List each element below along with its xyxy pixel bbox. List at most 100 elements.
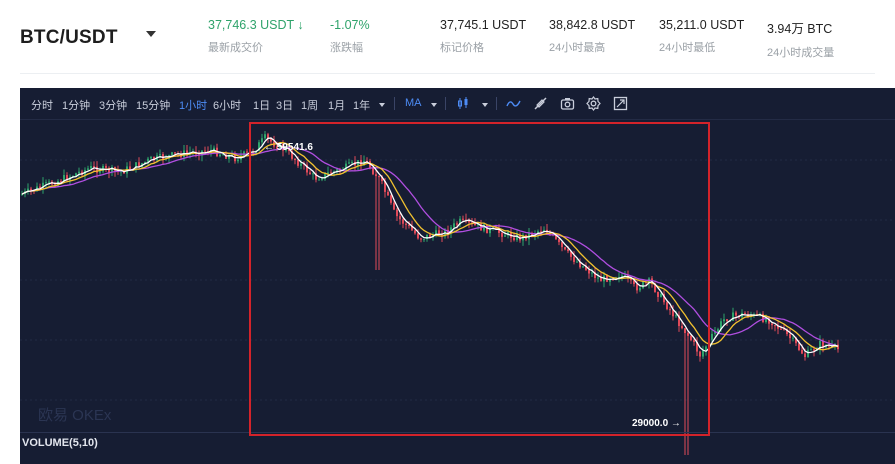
candle-body	[618, 277, 620, 279]
candle-body	[144, 161, 146, 164]
settings-gear-icon[interactable]	[586, 96, 601, 111]
low-value: 35,211.0 USDT	[659, 18, 745, 32]
candle-body	[678, 315, 680, 327]
interval-1w[interactable]: 1周	[301, 100, 319, 112]
candle-body	[420, 238, 422, 240]
candle-body	[228, 155, 230, 159]
candle-body	[222, 154, 224, 156]
indicator-ma[interactable]: MA	[405, 97, 422, 109]
candle-body	[582, 266, 584, 268]
pair-selector[interactable]: BTC/USDT	[20, 27, 118, 48]
high-label: 24小时最高	[549, 42, 606, 54]
candle-body	[822, 340, 824, 348]
candle-body	[315, 173, 317, 180]
candle-body	[309, 172, 311, 175]
candle-body	[468, 219, 470, 223]
candle-body	[387, 191, 389, 196]
candle-body	[768, 318, 770, 324]
candle-body	[453, 223, 455, 228]
candle-body	[66, 175, 68, 181]
interval-15m[interactable]: 15分钟	[136, 100, 171, 112]
candle-body	[612, 279, 614, 281]
candle-body	[543, 229, 545, 232]
chart-type-dropdown-icon[interactable]	[482, 103, 488, 107]
candle-body	[600, 277, 602, 282]
interval-1h[interactable]: 1小时	[179, 100, 208, 112]
candle-body	[696, 341, 698, 352]
interval-1m[interactable]: 1分钟	[62, 100, 91, 112]
candle-body	[135, 162, 137, 170]
candle-body	[474, 223, 476, 226]
candle-body	[591, 272, 593, 274]
stat-last-price: 37,746.3 USDT ↓ 最新成交价	[208, 18, 304, 55]
interval-6h[interactable]: 6小时	[213, 100, 242, 112]
ma-slow-line	[21, 146, 839, 347]
candle-body	[90, 166, 92, 169]
candle-body	[621, 275, 623, 278]
candle-body	[630, 278, 632, 281]
interval-3m[interactable]: 3分钟	[99, 100, 128, 112]
candle-body	[567, 249, 569, 252]
change-label: 涨跌幅	[330, 42, 363, 54]
candle-body	[717, 329, 719, 332]
interval-3d[interactable]: 3日	[276, 100, 294, 112]
candle-body	[726, 319, 728, 322]
high-value: 38,842.8 USDT	[549, 18, 636, 32]
candle-body	[48, 181, 50, 183]
candle-body	[486, 224, 488, 234]
candle-body	[138, 162, 140, 168]
candle-body	[588, 269, 590, 274]
interval-timeshare[interactable]: 分时	[31, 100, 53, 112]
last-price-label: 最新成交价	[208, 42, 263, 54]
candle-body	[573, 256, 575, 262]
candle-body	[87, 168, 89, 170]
candle-body	[21, 194, 23, 196]
candle-body	[534, 233, 536, 236]
indicator-dropdown-icon[interactable]	[431, 103, 437, 107]
candle-body	[465, 219, 467, 221]
candle-body	[657, 291, 659, 297]
fullscreen-icon[interactable]	[613, 96, 628, 111]
candle-body	[120, 171, 122, 173]
candle-body	[501, 232, 503, 237]
candle-body	[330, 172, 332, 174]
candle-body	[774, 325, 776, 327]
candle-body	[456, 223, 458, 225]
interval-1mo[interactable]: 1月	[328, 100, 346, 112]
chevron-down-icon[interactable]	[146, 31, 156, 37]
candle-body	[792, 337, 794, 339]
candle-body	[300, 163, 302, 166]
drawing-tool-icon[interactable]	[533, 96, 548, 111]
candle-body	[288, 149, 290, 152]
line-tool-icon[interactable]	[506, 96, 521, 111]
toolbar-separator	[394, 97, 395, 110]
candle-body	[654, 283, 656, 292]
change-value: -1.07%	[330, 18, 370, 32]
candle-body	[477, 223, 479, 226]
candle-body	[564, 247, 566, 250]
candle-body	[732, 312, 734, 321]
interval-dropdown-icon[interactable]	[379, 103, 385, 107]
interval-1y[interactable]: 1年	[353, 100, 371, 112]
mark-price-value: 37,745.1 USDT	[440, 18, 527, 32]
candle-body	[384, 181, 386, 192]
candle-body	[777, 325, 779, 329]
candle-body	[147, 158, 149, 162]
camera-icon[interactable]	[560, 96, 575, 111]
candlestick-type-icon[interactable]	[456, 96, 471, 111]
candle-body	[594, 272, 596, 279]
interval-1d[interactable]: 1日	[253, 100, 271, 112]
candle-body	[495, 227, 497, 229]
candle-body	[345, 163, 347, 170]
candle-body	[75, 173, 77, 177]
price-plot-area[interactable]	[20, 120, 895, 464]
candle-body	[411, 225, 413, 231]
mark-price-label: 标记价格	[440, 42, 484, 54]
candle-body	[762, 313, 764, 323]
candle-body	[540, 231, 542, 233]
stat-24h-low: 35,211.0 USDT 24小时最低	[659, 18, 744, 55]
candle-body	[711, 333, 713, 340]
candle-body	[672, 310, 674, 317]
exchange-watermark: 欧易 OKEx	[38, 407, 112, 424]
candle-body	[576, 261, 578, 263]
